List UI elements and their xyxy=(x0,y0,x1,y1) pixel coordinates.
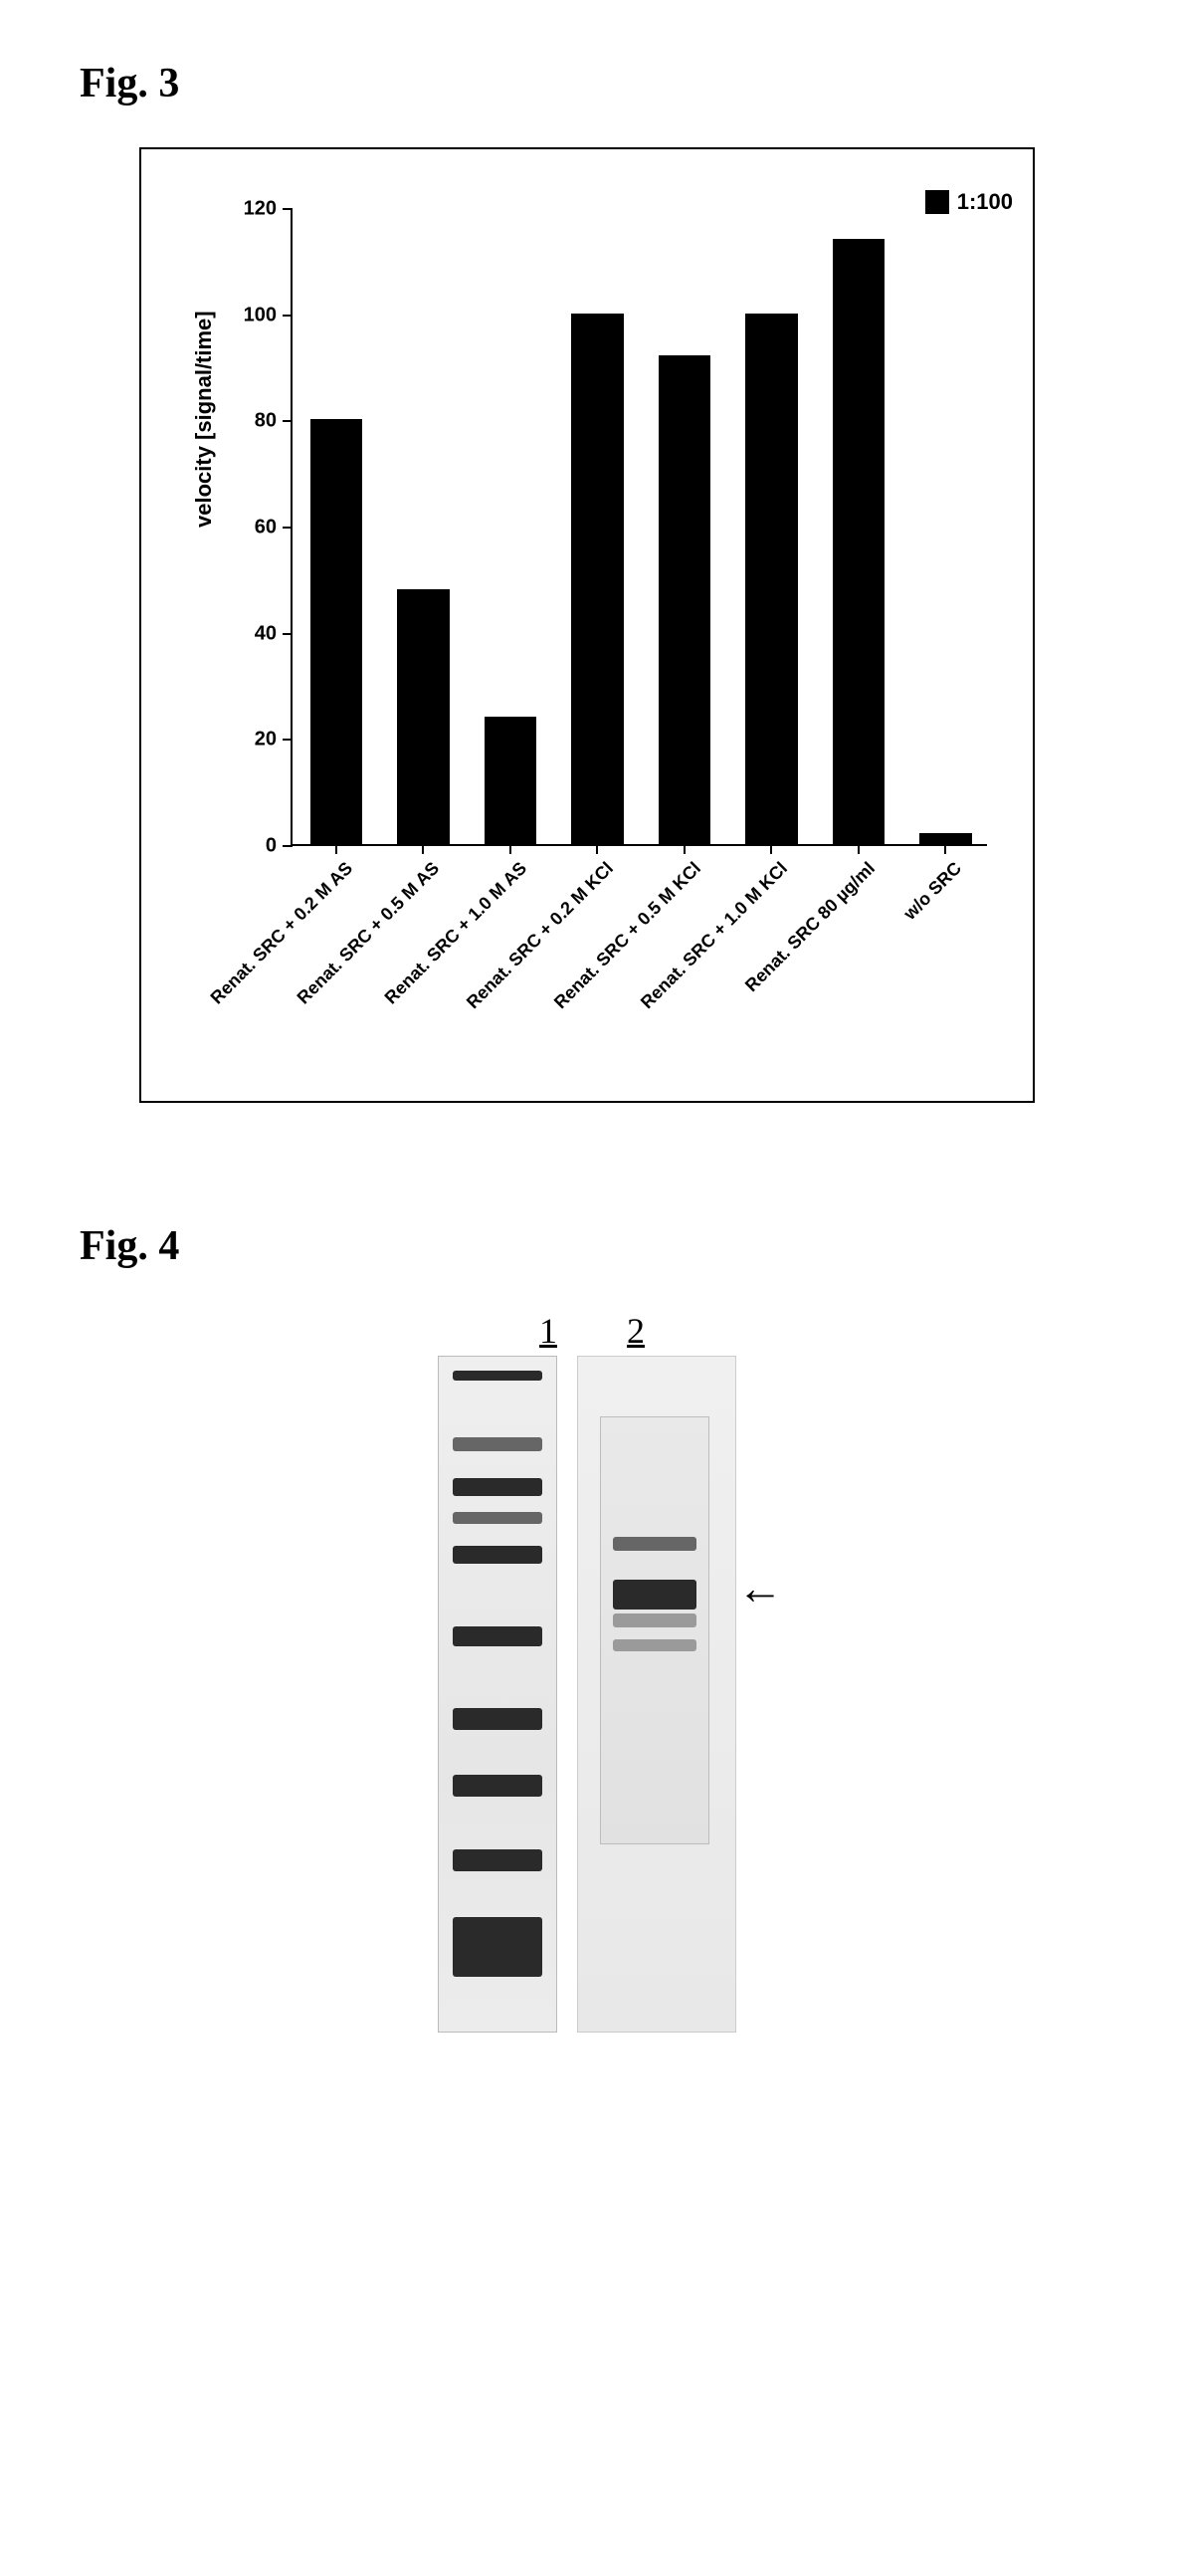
lane-label-2: 2 xyxy=(627,1310,645,1352)
gel-band xyxy=(453,1849,542,1871)
x-tick xyxy=(944,844,946,854)
x-tick xyxy=(422,844,424,854)
y-tick-label: 120 xyxy=(244,198,277,221)
gel-lanes: ← xyxy=(338,1356,836,2033)
plot-area: 020406080100120Renat. SRC + 0.2 M ASRena… xyxy=(291,209,987,846)
arrow-indicator: ← xyxy=(737,1565,783,1610)
bar xyxy=(485,717,537,844)
y-tick xyxy=(283,208,293,210)
gel-band xyxy=(613,1580,696,1610)
lane-label-1: 1 xyxy=(539,1310,557,1352)
gel-band xyxy=(453,1546,542,1564)
bar-chart: 1:100 velocity [signal/time] 02040608010… xyxy=(139,147,1035,1103)
x-tick-label: Renat. SRC + 1.0 M AS xyxy=(380,858,530,1008)
x-tick xyxy=(858,844,860,854)
bar xyxy=(745,314,798,844)
x-tick-label: Renat. SRC + 0.5 M AS xyxy=(294,858,444,1008)
gel-band xyxy=(453,1917,542,1977)
x-tick-label: Renat. SRC + 1.0 M KCl xyxy=(637,858,792,1013)
figure-4-label: Fig. 4 xyxy=(80,1222,1103,1270)
y-tick-label: 40 xyxy=(255,622,277,645)
x-tick-label: Renat. SRC + 0.5 M KCl xyxy=(550,858,705,1013)
x-tick xyxy=(596,844,598,854)
y-tick-label: 100 xyxy=(244,304,277,326)
x-tick xyxy=(509,844,511,854)
gel-band xyxy=(453,1437,542,1451)
y-tick-label: 80 xyxy=(255,410,277,433)
bar xyxy=(833,239,886,844)
bar xyxy=(919,833,972,844)
gel-band xyxy=(613,1537,696,1551)
y-axis-title: velocity [signal/time] xyxy=(191,311,217,528)
y-tick-label: 60 xyxy=(255,517,277,539)
y-tick xyxy=(283,739,293,741)
y-tick xyxy=(283,527,293,529)
lane-labels-row: 1 2 xyxy=(338,1310,836,1352)
bar xyxy=(659,355,711,844)
y-tick xyxy=(283,420,293,422)
gel-band xyxy=(453,1512,542,1524)
y-tick-label: 0 xyxy=(266,835,277,858)
gel-band xyxy=(453,1775,542,1797)
figure-3-label: Fig. 3 xyxy=(80,60,1103,107)
gel-band xyxy=(453,1626,542,1646)
bar xyxy=(397,589,450,844)
x-tick xyxy=(770,844,772,854)
x-tick-label: Renat. SRC + 0.2 M AS xyxy=(206,858,356,1008)
gel-band xyxy=(613,1613,696,1627)
gel-lane-2: ← xyxy=(577,1356,736,2033)
x-tick xyxy=(335,844,337,854)
y-tick-label: 20 xyxy=(255,729,277,751)
bar xyxy=(571,314,624,844)
y-tick xyxy=(283,633,293,635)
gel-band xyxy=(613,1639,696,1651)
x-tick xyxy=(684,844,686,854)
gel-band xyxy=(453,1708,542,1730)
x-tick-label: Renat. SRC + 0.2 M KCl xyxy=(463,858,618,1013)
gel-lane-1 xyxy=(438,1356,557,2033)
gel-band xyxy=(453,1478,542,1496)
y-tick xyxy=(283,315,293,317)
gel-band xyxy=(453,1371,542,1381)
x-tick-label: w/o SRC xyxy=(900,858,966,924)
gel-image: 1 2 ← xyxy=(338,1310,836,2033)
bar xyxy=(310,419,363,844)
y-tick xyxy=(283,845,293,847)
gel-lane-2-inner xyxy=(600,1416,709,1844)
